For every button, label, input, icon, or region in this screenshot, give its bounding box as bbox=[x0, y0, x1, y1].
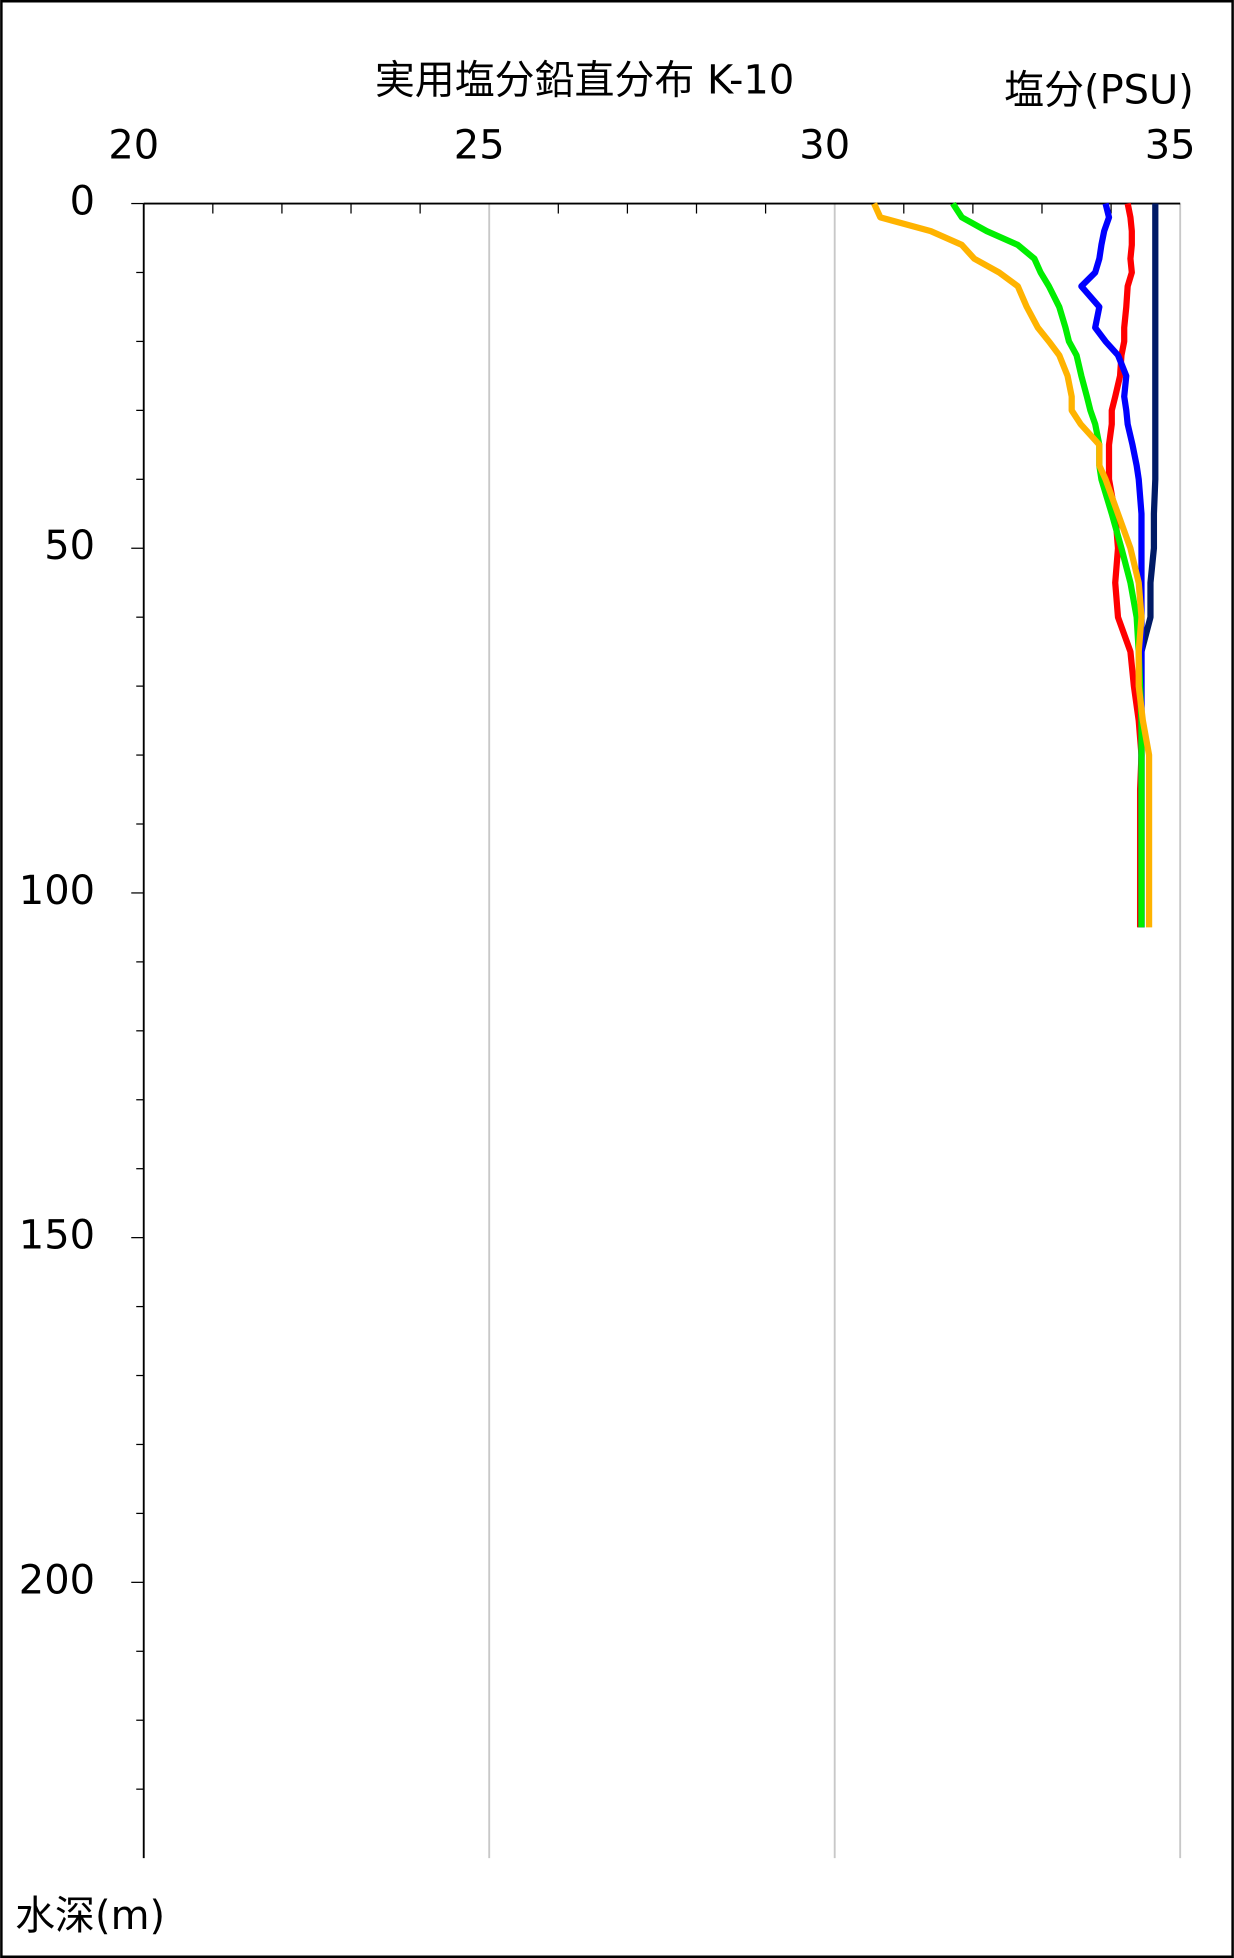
y-tick-label: 200 bbox=[19, 1557, 95, 1603]
profile-line bbox=[871, 202, 1153, 928]
x-tick-label: 20 bbox=[108, 122, 159, 168]
x-tick-label: 30 bbox=[799, 122, 850, 168]
x-tick-label: 35 bbox=[1145, 122, 1196, 168]
y-tick-label: 0 bbox=[70, 179, 95, 225]
y-axis-label: 水深(m) bbox=[15, 1893, 165, 1939]
y-tick-label: 150 bbox=[19, 1213, 95, 1259]
y-tick-label: 50 bbox=[44, 523, 95, 569]
x-axis-label: 塩分(PSU) bbox=[1004, 67, 1194, 113]
y-tick-label: 100 bbox=[19, 868, 95, 914]
x-tick-label: 25 bbox=[454, 122, 505, 168]
chart-title: 実用塩分鉛直分布 K-10 bbox=[375, 57, 794, 103]
